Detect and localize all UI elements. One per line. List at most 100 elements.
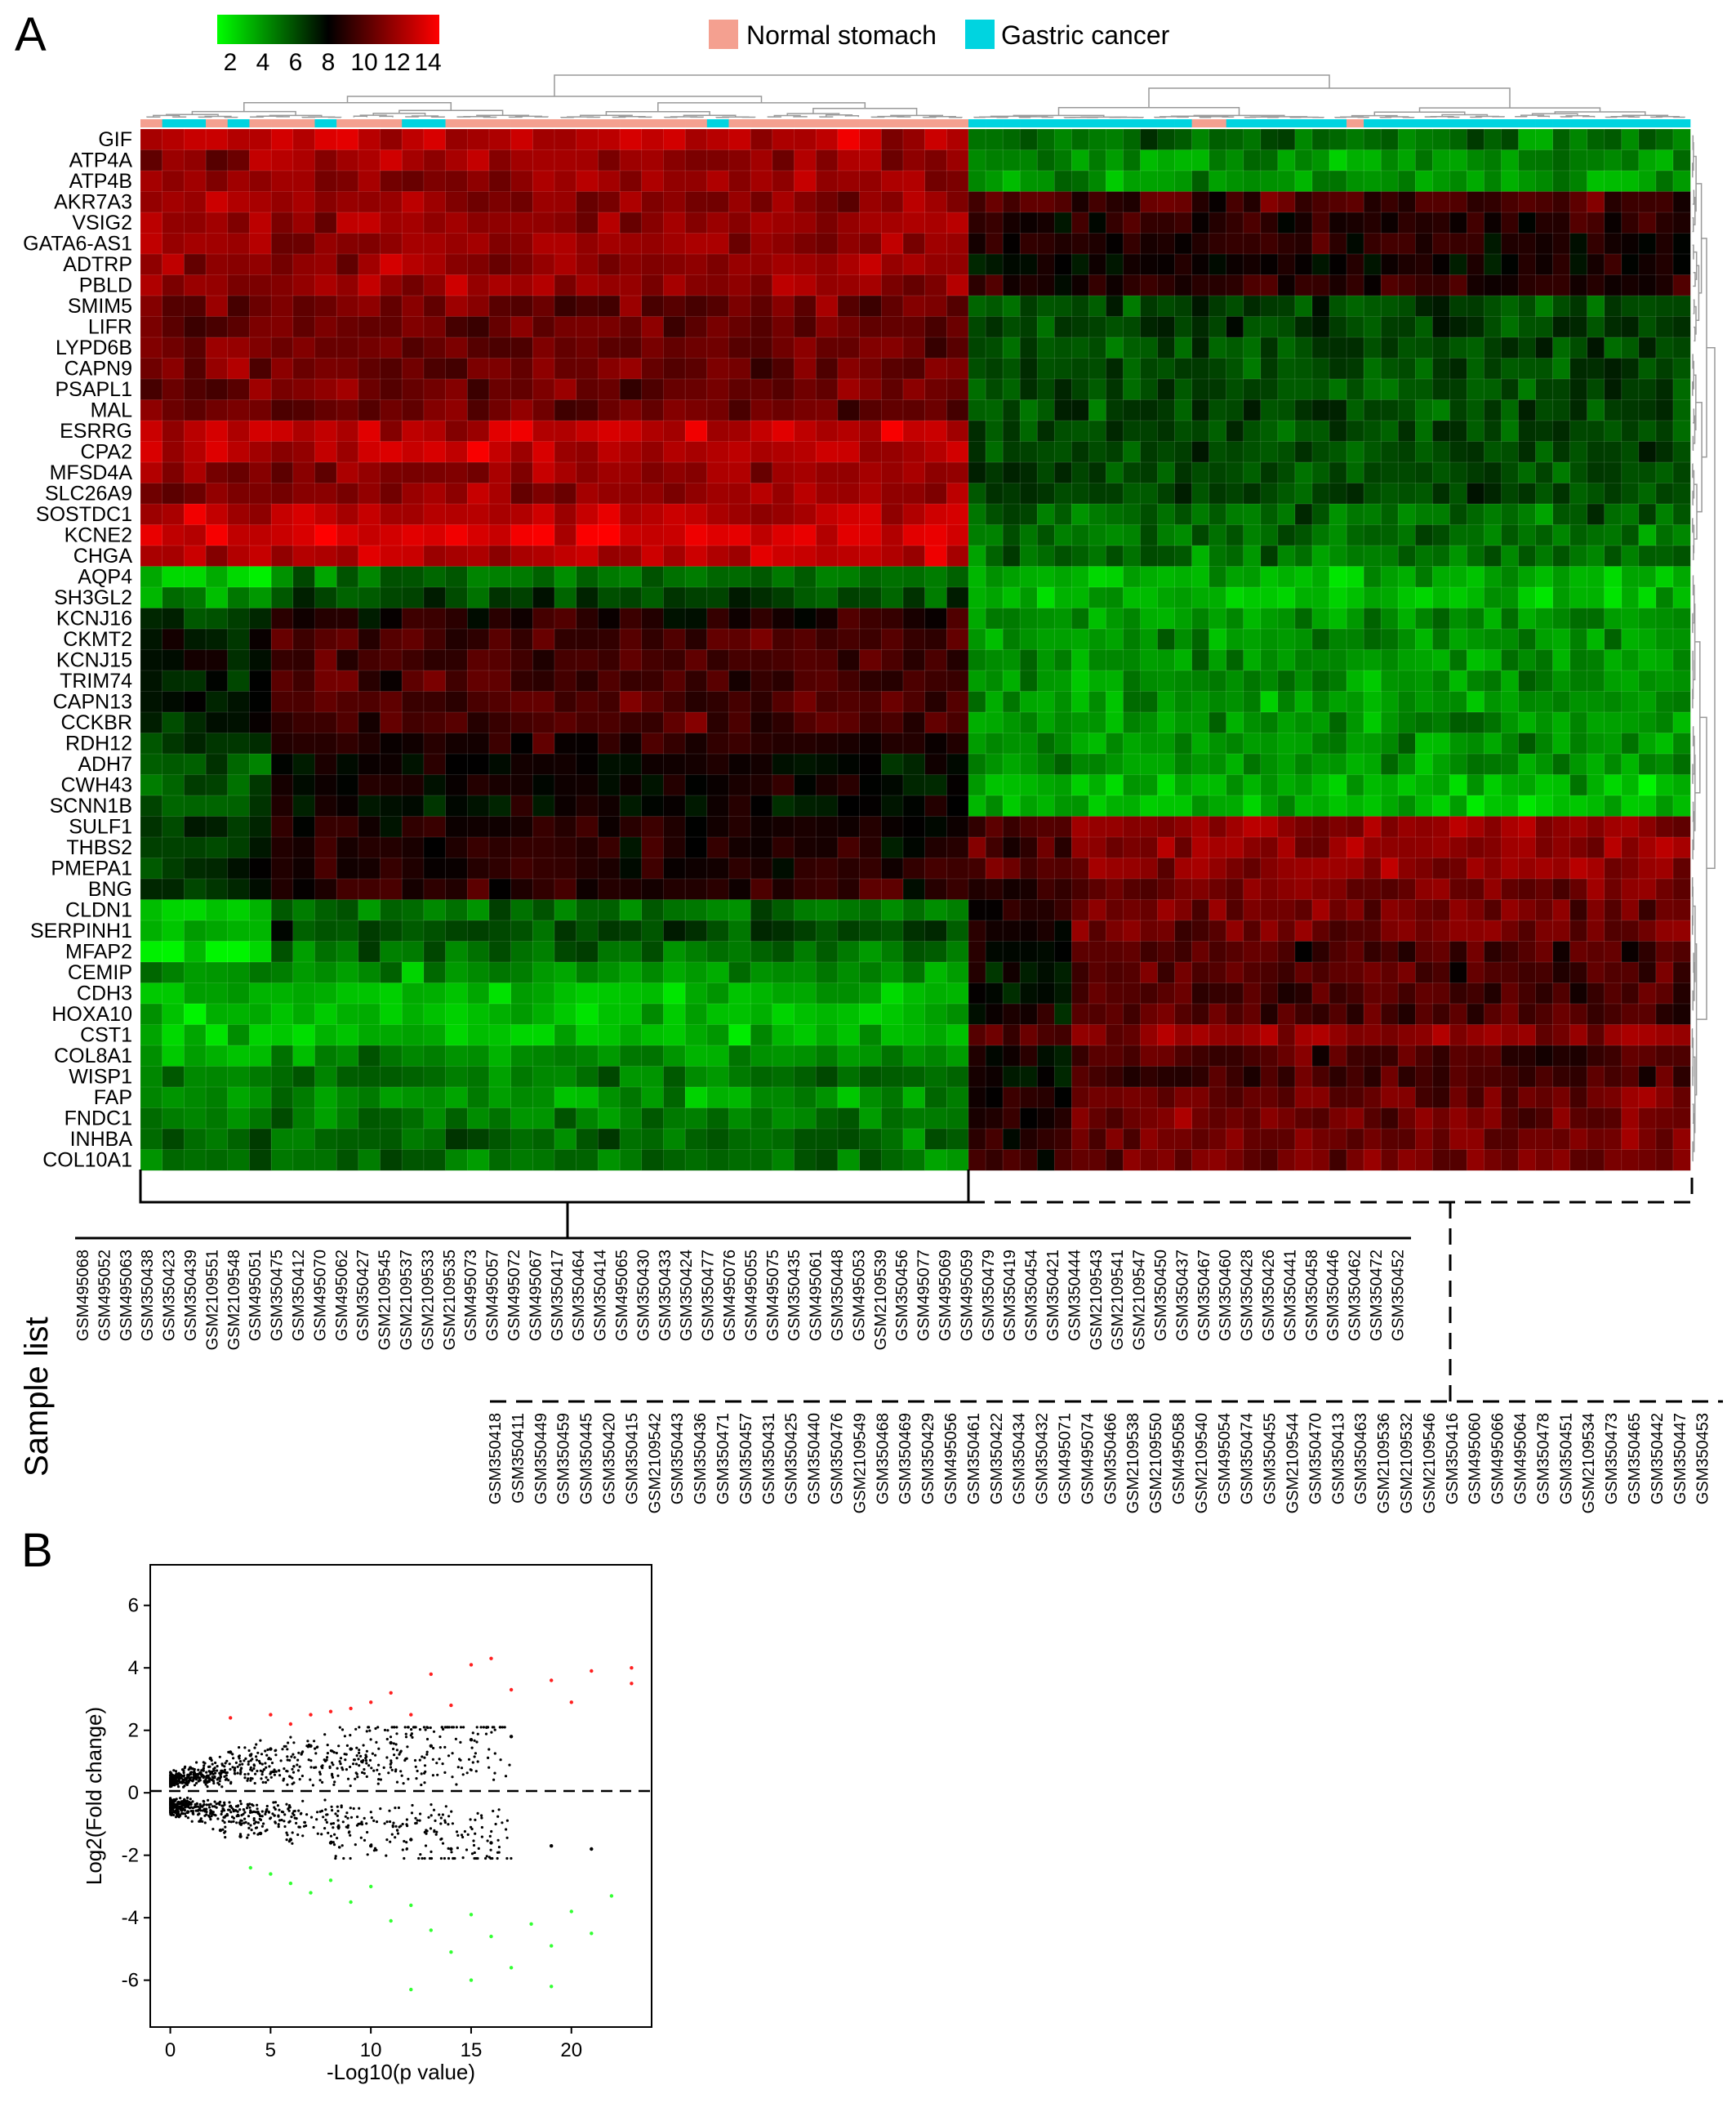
heatmap-cell (902, 566, 926, 588)
heatmap-cell (576, 711, 599, 734)
heatmap-cell (1260, 733, 1279, 755)
heatmap-cell (488, 545, 512, 568)
heatmap-cell (1672, 503, 1691, 526)
heatmap-cell (968, 1066, 986, 1088)
heatmap-cell (270, 295, 294, 318)
heatmap-cell (1123, 378, 1142, 401)
heatmap-cell (1123, 941, 1142, 963)
heatmap-cell (445, 128, 468, 151)
sample-id: GSM2109548 (225, 1250, 243, 1350)
heatmap-cell (466, 358, 490, 380)
heatmap-cell (249, 1066, 272, 1088)
heatmap-cell (1191, 1149, 1210, 1171)
volcano-point (443, 1726, 447, 1729)
heatmap-cell (1501, 1003, 1520, 1026)
heatmap-cell (1672, 670, 1691, 693)
heatmap-cell (1002, 545, 1021, 568)
heatmap-cell (401, 920, 425, 942)
heatmap-cell (794, 253, 817, 276)
heatmap-cell (1467, 274, 1485, 296)
heatmap-cell (663, 1086, 686, 1109)
heatmap-cell (946, 253, 969, 276)
heatmap-cell (510, 378, 533, 401)
heatmap-cell (1638, 1045, 1657, 1067)
heatmap-cell (946, 691, 969, 713)
heatmap-cell (1053, 899, 1072, 921)
heatmap-cell (663, 982, 686, 1005)
heatmap-cell (859, 586, 882, 609)
heatmap-cell (140, 878, 163, 901)
heatmap-cell (728, 336, 751, 359)
heatmap-cell (314, 483, 337, 505)
heatmap-cell (1638, 1003, 1657, 1026)
heatmap-cell (815, 816, 839, 838)
heatmap-cell (1088, 961, 1106, 984)
heatmap-cell (772, 274, 795, 296)
heatmap-cell (1431, 253, 1450, 276)
heatmap-cell (358, 899, 381, 921)
heatmap-cell (663, 191, 686, 213)
sample-group-cell (1054, 119, 1072, 127)
heatmap-cell (336, 899, 359, 921)
heatmap-cell (1243, 608, 1262, 630)
heatmap-cell (663, 1066, 686, 1088)
sample-id: GSM350478 (1534, 1413, 1552, 1504)
heatmap-cell (1071, 295, 1089, 318)
heatmap-cell (314, 795, 337, 818)
heatmap-cell (902, 711, 926, 734)
heatmap-cell (924, 1128, 947, 1151)
heatmap-cell (772, 670, 795, 693)
gene-label: CWH43 (60, 773, 132, 796)
heatmap-cell (1123, 503, 1142, 526)
heatmap-cells (140, 128, 1691, 1171)
heatmap-cell (205, 670, 229, 693)
heatmap-cell (1467, 420, 1485, 443)
sample-id: GSM350414 (592, 1250, 610, 1341)
heatmap-cell (1535, 1024, 1554, 1046)
heatmap-cell (510, 628, 533, 651)
heatmap-cell (1036, 420, 1055, 443)
heatmap-cell (1535, 878, 1554, 901)
heatmap-cell (772, 691, 795, 713)
volcano-point (461, 1835, 465, 1839)
heatmap-cell (1174, 358, 1193, 380)
sample-group-cell (380, 119, 403, 127)
heatmap-cell (880, 733, 904, 755)
heatmap-cell (985, 295, 1004, 318)
heatmap-cell (1140, 483, 1159, 505)
heatmap-cell (1036, 524, 1055, 546)
volcano-point (474, 1770, 478, 1773)
dendrogram-branch (1692, 839, 1694, 860)
heatmap-cell (1243, 941, 1262, 963)
heatmap-cell (1518, 1107, 1537, 1129)
heatmap-cell (270, 274, 294, 296)
heatmap-cell (1277, 170, 1296, 193)
dendrogram-root (1707, 347, 1716, 869)
heatmap-cell (985, 899, 1004, 921)
heatmap-cell (641, 753, 665, 776)
heatmap-cell (1431, 795, 1450, 818)
heatmap-cell (815, 1045, 839, 1067)
heatmap-cell (576, 1045, 599, 1067)
heatmap-cell (554, 961, 577, 984)
volcano-point (190, 1820, 194, 1823)
heatmap-cell (1363, 1149, 1382, 1171)
heatmap-cell (292, 733, 316, 755)
heatmap-cell (423, 1107, 447, 1129)
heatmap-cell (1329, 503, 1347, 526)
heatmap-cell (728, 420, 751, 443)
heatmap-cell (314, 170, 337, 193)
heatmap-cell (358, 586, 381, 609)
heatmap-cell (1552, 649, 1571, 671)
heatmap-cell (859, 399, 882, 421)
volcano-point (456, 1766, 460, 1769)
heatmap-cell (1036, 566, 1055, 588)
heatmap-cell (1587, 753, 1605, 776)
heatmap-cell (1157, 483, 1176, 505)
heatmap-cell (510, 336, 533, 359)
heatmap-cell (466, 774, 490, 796)
heatmap-cell (162, 149, 185, 172)
heatmap-cell (1329, 420, 1347, 443)
heatmap-cell (859, 649, 882, 671)
heatmap-cell (358, 1003, 381, 1026)
